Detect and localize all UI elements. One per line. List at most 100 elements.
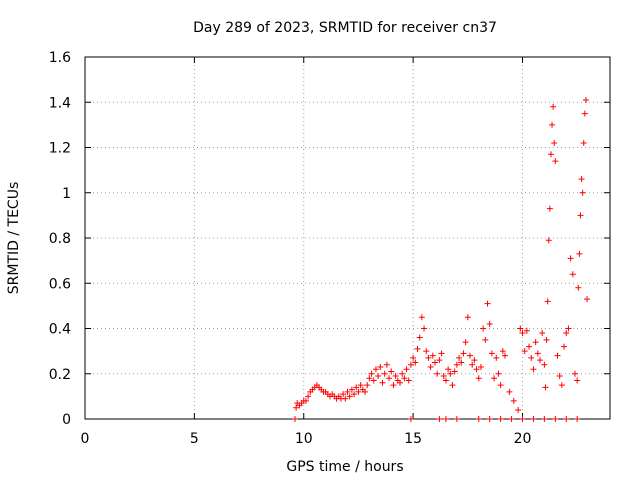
data-point — [515, 407, 521, 413]
data-point — [415, 346, 421, 352]
data-point — [542, 384, 548, 390]
data-point — [489, 350, 495, 356]
data-point — [417, 335, 423, 341]
chart-title: Day 289 of 2023, SRMTID for receiver cn3… — [193, 20, 497, 36]
x-tick-label: 5 — [190, 431, 199, 447]
data-point — [570, 271, 576, 277]
data-point — [552, 158, 558, 164]
data-point — [480, 326, 486, 332]
y-tick-label: 0.6 — [49, 276, 71, 292]
y-tick-label: 1 — [62, 186, 71, 202]
data-point — [539, 330, 545, 336]
y-tick-label: 0 — [62, 412, 71, 428]
data-point — [574, 378, 580, 384]
data-point — [530, 366, 536, 372]
data-point — [580, 190, 586, 196]
data-point — [572, 371, 578, 377]
data-point — [476, 375, 482, 381]
data-point — [498, 382, 504, 388]
data-point — [434, 371, 440, 377]
data-point — [465, 314, 471, 320]
data-point — [577, 212, 583, 218]
data-point — [530, 416, 536, 422]
ticks — [85, 57, 610, 419]
data-point — [476, 416, 482, 422]
chart: Day 289 of 2023, SRMTID for receiver cn3… — [0, 0, 640, 480]
y-tick-label: 1.4 — [49, 95, 71, 111]
data-point — [419, 314, 425, 320]
data-point — [467, 353, 473, 359]
data-point — [583, 97, 589, 103]
data-point — [547, 206, 553, 212]
data-point — [574, 416, 580, 422]
data-point — [380, 380, 386, 386]
data-point — [439, 350, 445, 356]
data-point — [495, 371, 501, 377]
data-point — [491, 375, 497, 381]
data-point — [528, 355, 534, 361]
data-point — [450, 382, 456, 388]
data-point — [575, 285, 581, 291]
y-tick-label: 0.8 — [49, 231, 71, 247]
data-point — [384, 362, 390, 368]
data-point — [544, 337, 550, 343]
x-axis-label: GPS time / hours — [286, 459, 403, 475]
data-point — [545, 298, 551, 304]
data-point — [552, 416, 558, 422]
grid — [85, 57, 610, 419]
data-point — [421, 326, 427, 332]
data-point — [549, 122, 555, 128]
data-point — [493, 355, 499, 361]
data-point — [428, 364, 434, 370]
y-tick-label: 0.2 — [49, 367, 71, 383]
data-point — [454, 416, 460, 422]
data-point — [485, 301, 491, 307]
data-point — [561, 344, 567, 350]
x-tick-label: 20 — [514, 431, 532, 447]
data-point — [436, 416, 442, 422]
data-point — [563, 416, 569, 422]
data-point — [506, 389, 512, 395]
data-point — [390, 382, 396, 388]
tick-labels: 0 5 10 15 20 0 0.2 0.4 0.6 0.8 1 1.2 1.4 1.6 — [49, 50, 532, 447]
data-point — [460, 350, 466, 356]
data-point — [537, 357, 543, 363]
data-point — [533, 339, 539, 345]
y-tick-label: 1.2 — [49, 141, 71, 157]
data-point — [579, 176, 585, 182]
data-point — [487, 321, 493, 327]
data-point — [482, 337, 488, 343]
data-point — [423, 348, 429, 354]
data-points — [292, 97, 590, 422]
data-point — [555, 353, 561, 359]
y-axis-label: SRMTID / TECUs — [6, 182, 22, 295]
x-tick-label: 0 — [81, 431, 90, 447]
data-point — [404, 366, 410, 372]
data-point — [535, 350, 541, 356]
data-point — [581, 140, 587, 146]
data-point — [463, 339, 469, 345]
data-point — [375, 373, 381, 379]
data-point — [520, 416, 526, 422]
data-point — [582, 111, 588, 117]
data-point — [382, 371, 388, 377]
data-point — [576, 251, 582, 257]
data-point — [584, 296, 590, 302]
data-point — [386, 375, 392, 381]
data-point — [548, 151, 554, 157]
data-point — [551, 140, 557, 146]
x-tick-label: 10 — [295, 431, 313, 447]
data-point — [498, 416, 504, 422]
data-point — [550, 104, 556, 110]
data-point — [568, 255, 574, 261]
data-point — [526, 344, 532, 350]
y-tick-label: 1.6 — [49, 50, 71, 66]
y-tick-label: 0.4 — [49, 322, 71, 338]
data-point — [546, 237, 552, 243]
data-point — [443, 416, 449, 422]
data-point — [364, 382, 370, 388]
plot-area — [85, 57, 610, 419]
data-point — [292, 416, 298, 422]
data-point — [511, 398, 517, 404]
data-point — [541, 362, 547, 368]
